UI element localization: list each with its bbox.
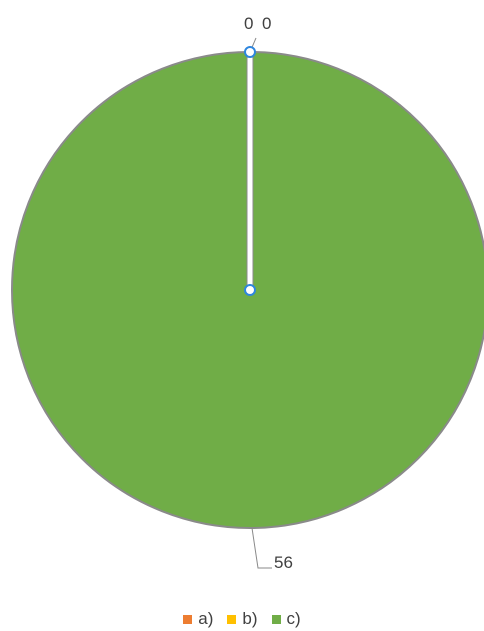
data-label-b: 0	[262, 14, 271, 33]
data-label-a: 0	[244, 14, 253, 33]
selection-handle-center[interactable]	[244, 284, 256, 296]
legend-swatch	[271, 614, 281, 624]
legend-label: b)	[242, 609, 258, 628]
legend-item-b[interactable]: b)	[227, 609, 258, 629]
data-labels: 0 0 56	[244, 14, 293, 572]
data-label-c: 56	[274, 553, 293, 572]
selection-handles	[244, 46, 256, 296]
pie-chart: 0 0 56	[11, 14, 484, 572]
legend-item-c[interactable]: c)	[271, 609, 301, 629]
legend-swatch	[227, 614, 237, 624]
legend-swatch	[183, 614, 193, 624]
legend-item-a[interactable]: a)	[183, 609, 213, 629]
chart-legend: a) b) c)	[0, 607, 484, 631]
leader-line-56	[251, 527, 272, 569]
legend-label: c)	[286, 609, 301, 628]
zero-slice-highlight	[246, 51, 254, 291]
legend-label: a)	[198, 609, 214, 628]
selection-handle-top[interactable]	[244, 46, 256, 58]
